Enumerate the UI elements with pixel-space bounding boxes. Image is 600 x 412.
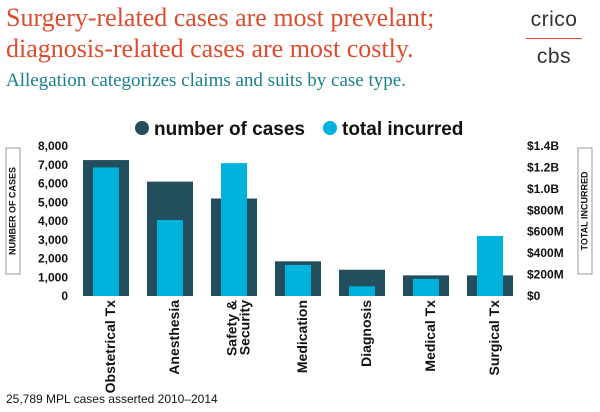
y2-tick-label: $1.0B <box>527 182 559 196</box>
title-line-2: diagnosis-related cases are most costly. <box>6 34 414 63</box>
x-tick-label: Medical Tx <box>422 300 438 372</box>
bar-incurred <box>349 286 375 296</box>
x-tick-label: Anesthesia <box>166 300 182 375</box>
logo-text-cbs: cbs <box>536 45 572 68</box>
y-tick-label: 0 <box>61 289 68 303</box>
bar-incurred <box>221 163 247 296</box>
y-tick-label: 8,000 <box>38 139 68 153</box>
x-tick-label: Medication <box>294 300 310 373</box>
x-tick-label: Obstetrical Tx <box>102 300 118 394</box>
bar-incurred <box>93 167 119 296</box>
y2-axis-title: TOTAL INCURRED <box>579 171 589 251</box>
chart-subtitle: Allegation categorizes claims and suits … <box>6 70 406 91</box>
y-tick-label: 1,000 <box>38 270 68 284</box>
y-tick-label: 7,000 <box>38 158 68 172</box>
y2-tick-label: $200M <box>527 268 564 282</box>
bar-incurred <box>157 219 183 296</box>
legend-label-cases: number of cases <box>154 119 305 140</box>
y-tick-label: 5,000 <box>38 195 68 209</box>
y2-tick-label: $400M <box>527 246 564 260</box>
footer-note: 25,789 MPL cases asserted 2010–2014 <box>6 392 218 406</box>
legend-label-incurred: total incurred <box>342 119 463 140</box>
y2-tick-label: $800M <box>527 203 564 217</box>
bar-incurred <box>413 278 439 296</box>
y2-tick-label: $600M <box>527 225 564 239</box>
x-tick-label: Safety &Security <box>224 300 253 356</box>
logo-divider <box>526 38 582 39</box>
legend-swatch-cases <box>135 121 149 135</box>
y2-tick-label: $1.4B <box>527 139 559 153</box>
chart-title: Surgery-related cases are most prevelant… <box>6 2 526 64</box>
logo-text-crico: crico <box>530 8 578 31</box>
y-tick-label: 3,000 <box>38 233 68 247</box>
title-line-1: Surgery-related cases are most prevelant… <box>6 3 435 32</box>
x-tick-label: Surgical Tx <box>486 300 502 376</box>
y-tick-label: 4,000 <box>38 214 68 228</box>
bar-incurred <box>285 264 311 296</box>
legend-swatch-incurred <box>323 121 337 135</box>
y2-axis-title-box <box>577 147 593 275</box>
y-tick-label: 6,000 <box>38 177 68 191</box>
y-axis-title: NUMBER OF CASES <box>7 167 17 255</box>
y-axis-title-box <box>5 147 21 275</box>
bar-incurred <box>477 236 503 296</box>
crico-cbs-logo: crico cbs <box>522 8 586 69</box>
x-tick-label: Diagnosis <box>358 300 374 367</box>
y-tick-label: 2,000 <box>38 252 68 266</box>
y2-tick-label: $0 <box>527 289 541 303</box>
y2-tick-label: $1.2B <box>527 160 559 174</box>
